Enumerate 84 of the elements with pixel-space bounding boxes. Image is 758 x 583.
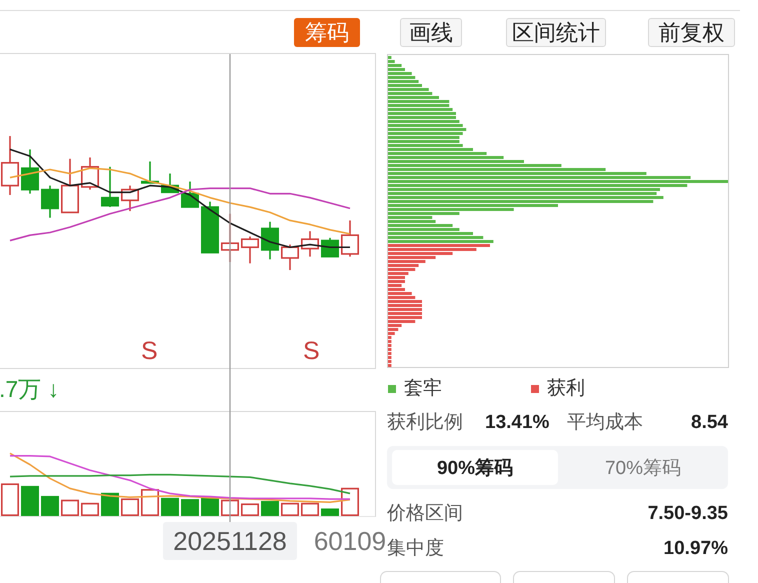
text: 8.54 (691, 412, 728, 433)
x-tick-label: 60109 (314, 526, 386, 556)
candlestick (41, 184, 59, 219)
bar (181, 499, 199, 516)
bar (341, 488, 359, 516)
bar (388, 276, 405, 279)
bar (388, 132, 463, 135)
bar (241, 503, 259, 516)
selected-tab: 90%筹码 (392, 450, 558, 485)
candlestick (261, 220, 279, 260)
bar (388, 64, 402, 67)
bar (388, 304, 422, 307)
text: 13.41% (485, 412, 550, 433)
bar (388, 316, 422, 319)
bar (388, 308, 422, 311)
tab-button: 筹码 (294, 18, 360, 47)
bar (388, 244, 490, 247)
bar (388, 364, 392, 367)
x-tick-label: 20251128 (173, 526, 287, 556)
bar (388, 328, 398, 331)
text: 价格区间 (387, 503, 463, 524)
bar (388, 56, 392, 59)
bar (301, 502, 319, 516)
bar (388, 280, 405, 283)
bar (388, 292, 412, 295)
bar (161, 498, 179, 516)
bar (388, 360, 392, 363)
bar (61, 500, 79, 516)
bar (388, 312, 422, 315)
text: 70%筹码 (604, 456, 682, 480)
text: 集中度 (387, 538, 444, 559)
bar (388, 80, 419, 83)
bar (388, 112, 456, 115)
bar (321, 508, 339, 516)
bar (388, 332, 395, 335)
bar (388, 180, 728, 183)
bar (261, 500, 279, 516)
text: .7万 ↓ (0, 376, 60, 402)
bar (388, 72, 412, 75)
bar (388, 268, 416, 271)
bar (41, 496, 59, 516)
bar (388, 240, 494, 243)
tab-button: 画线 (400, 18, 462, 47)
bar (388, 128, 466, 131)
bar (388, 356, 392, 359)
bar (388, 88, 429, 91)
bar (21, 486, 39, 516)
bar (121, 498, 139, 516)
bar (388, 116, 456, 119)
bar (388, 120, 460, 123)
bar (388, 124, 463, 127)
bar (388, 104, 450, 107)
tab-button: 前复权 (648, 18, 735, 47)
bar (388, 108, 453, 111)
bar (281, 502, 299, 516)
bar (388, 300, 422, 303)
bar (388, 136, 460, 139)
text: S (303, 337, 320, 365)
text: S (141, 337, 158, 365)
bar (388, 348, 392, 351)
bar (141, 489, 159, 516)
bar (81, 502, 99, 516)
text: 10.97% (664, 538, 728, 559)
candlestick (221, 212, 239, 263)
legend-label: 套牢 (404, 377, 442, 401)
candlestick (241, 236, 259, 264)
bar (221, 500, 239, 516)
text: 获利比例 (387, 412, 463, 433)
bar (388, 336, 392, 339)
bar (201, 498, 219, 516)
bar (388, 100, 450, 103)
bar (388, 140, 460, 143)
bar (388, 340, 392, 343)
bar (101, 492, 119, 516)
bar (388, 196, 664, 199)
bar (388, 352, 392, 355)
text: 7.50-9.35 (648, 503, 728, 524)
bar (388, 76, 416, 79)
tab-button: 区间统计 (506, 18, 606, 47)
bar (388, 284, 402, 287)
candlestick (21, 148, 39, 194)
legend-label: 获利 (547, 377, 585, 401)
bar (388, 344, 392, 347)
text: 平均成本 (567, 412, 643, 433)
